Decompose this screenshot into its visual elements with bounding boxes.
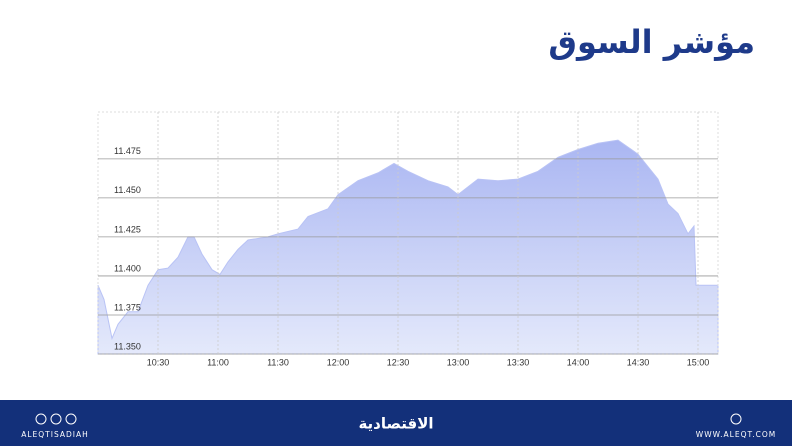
- area: [97, 139, 719, 355]
- x-tick-label: 13:30: [507, 357, 530, 367]
- x-tick-label: 12:30: [387, 357, 410, 367]
- x-tick-label: 10:30: [147, 357, 170, 367]
- y-tick-label: 11.375: [114, 302, 141, 312]
- y-tick-label: 11.350: [114, 341, 141, 351]
- x-tick-label: 15:00: [687, 357, 710, 367]
- footer-website: WWW.ALEQT.COM: [696, 430, 776, 439]
- y-tick-label: 11.450: [114, 185, 141, 195]
- footer-handle: ALEQTISADIAH: [21, 430, 89, 439]
- social-icons: [35, 413, 77, 425]
- x-tick-label: 14:30: [627, 357, 650, 367]
- x-tick-label: 14:00: [567, 357, 590, 367]
- y-tick-label: 11.400: [114, 263, 141, 273]
- x-tick-label: 11:30: [267, 357, 289, 367]
- x-tick-label: 11:00: [207, 357, 229, 367]
- y-tick-label: 11.475: [114, 146, 141, 156]
- footer-brand: الاقتصادية: [358, 415, 433, 433]
- chart-title: مؤشر السوق: [548, 23, 755, 61]
- x-tick-label: 12:00: [327, 357, 350, 367]
- y-tick-label: 11.425: [114, 224, 141, 234]
- x-tick-label: 13:00: [447, 357, 470, 367]
- web-icon: [730, 413, 742, 425]
- footer-bar: [0, 400, 792, 446]
